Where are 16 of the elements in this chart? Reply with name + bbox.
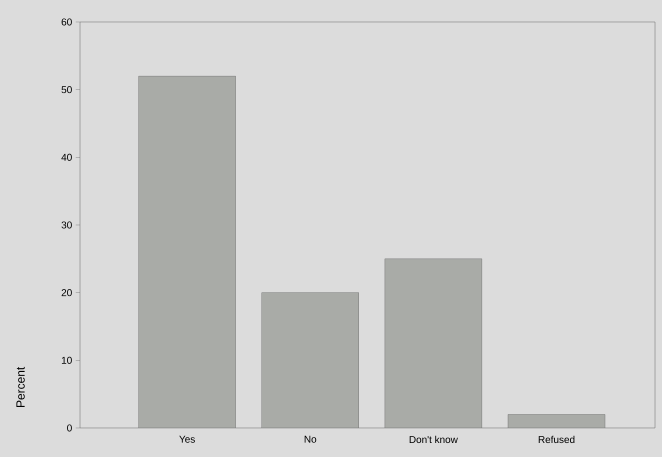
x-tick-label: Don't know xyxy=(410,436,458,444)
y-tick-label: 60 xyxy=(62,18,72,26)
y-tick-label: 50 xyxy=(62,86,72,94)
y-tick-label: 30 xyxy=(62,221,72,229)
y-axis-title: Percent xyxy=(16,366,25,407)
y-tick-label: 10 xyxy=(62,356,72,364)
bar xyxy=(508,414,606,428)
bar xyxy=(138,76,236,428)
y-tick-label: 40 xyxy=(61,154,72,161)
y-tick-label: 20 xyxy=(62,289,72,296)
bar xyxy=(262,292,359,428)
x-tick-label: No xyxy=(304,436,316,443)
x-tick-label: Refused xyxy=(538,436,574,444)
y-tick-label: 0 xyxy=(67,424,72,432)
x-tick-label: Yes xyxy=(179,436,195,443)
bar xyxy=(384,258,482,428)
